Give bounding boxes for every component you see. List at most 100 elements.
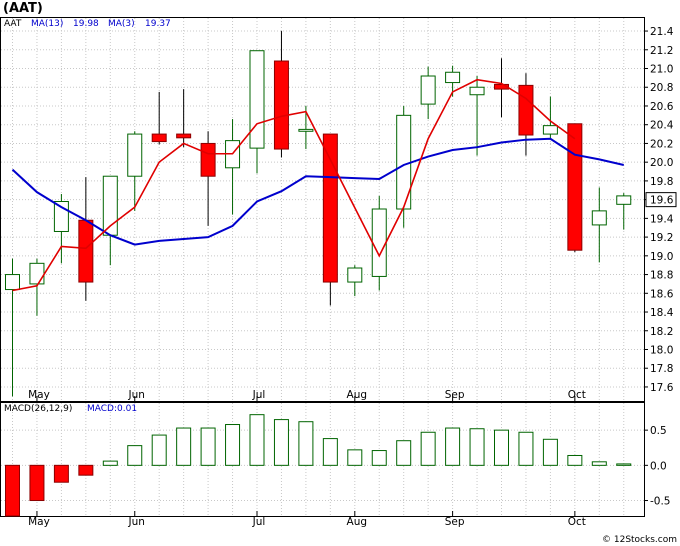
candle-up [445,71,461,84]
month-label: Jul [252,389,266,401]
month-label: Sep [445,389,465,401]
candle-down [567,123,583,251]
candle-up [29,262,45,285]
macd-bar-positive [445,427,461,466]
price-tick-label: 21.2 [650,45,673,57]
candle-down [273,60,289,150]
price-tick-label: 19.8 [650,176,673,188]
candle-up [542,125,558,135]
candle-up [298,128,314,132]
legend-ma13-value: 19.98 [73,19,99,29]
macd-legend-value: MACD:0.01 [87,404,137,414]
price-tick-label: 18.4 [650,307,674,319]
price-tick-label: 20.6 [650,101,674,113]
macd-bar-positive [371,450,387,466]
last-price-label: 19.6 [650,195,674,207]
candle-down [518,84,534,136]
macd-tick-label: 0.5 [650,425,667,437]
ma3-line [12,78,576,292]
price-tick-label: 19.2 [650,232,673,244]
macd-bar-positive [616,463,632,466]
macd-bar-positive [322,438,338,466]
candle-down [151,133,167,143]
price-panel [0,17,645,402]
macd-month-label: Jul [252,516,266,528]
macd-bar-positive [249,414,265,466]
macd-bar-positive [151,434,167,466]
price-tick-label: 18.2 [650,326,673,338]
legend-ma3-name: MA(3) [108,19,135,29]
candle-up [347,267,363,283]
month-label: Jun [128,389,145,401]
month-label: Oct [568,389,586,401]
price-tick-label: 21.0 [650,64,673,76]
macd-bar-positive [469,428,485,466]
macd-bar-positive [347,449,363,466]
price-legend: AAT MA(13) 19.98 MA(3) 19.37 [4,19,171,29]
macd-bars [5,414,632,517]
macd-bar-positive [567,454,583,466]
macd-month-label: Jun [128,516,145,528]
macd-bar-positive [420,431,436,466]
price-tick-label: 20.8 [650,82,673,94]
candle-up [420,75,436,105]
macd-bar-positive [176,427,192,466]
macd-y-axis: 0.5 0.0 -0.5 [644,425,671,508]
price-tick-label: 18.6 [650,288,674,300]
price-x-axis: May Jun Jul Aug Sep Oct [28,389,586,401]
macd-bar-negative [5,464,20,517]
macd-month-label: Aug [347,516,368,528]
macd-bar-positive [102,460,118,466]
macd-bar-positive [591,461,607,466]
price-tick-label: 20.0 [650,157,673,169]
macd-month-label: Oct [568,516,586,528]
candle-down [176,133,192,139]
macd-bar-negative [53,464,69,483]
price-tick-label: 17.8 [650,363,673,375]
candle-up [469,86,485,96]
credit-text: © 12Stocks.com [602,535,677,545]
macd-bar-positive [298,421,314,466]
legend-series-name: AAT [4,19,22,29]
macd-x-axis: May Jun Jul Aug Sep Oct [28,511,586,528]
macd-tick-label: -0.5 [650,496,671,508]
macd-bar-positive [273,419,289,466]
month-label: May [28,389,50,401]
macd-panel [0,402,645,517]
macd-bar-negative [78,464,94,476]
macd-bar-positive [200,427,216,466]
macd-month-label: May [28,516,50,528]
price-tick-label: 17.6 [650,382,674,394]
price-tick-label: 20.2 [650,138,673,150]
macd-bar-positive [542,438,558,466]
candle-up [371,208,387,277]
price-y-axis: 17.6 17.8 18.0 18.2 18.4 18.6 18.8 19.0 19.2 19.4… [644,26,677,394]
candle-up [5,274,20,291]
macd-bar-positive [225,424,241,466]
last-price-box [645,192,677,208]
legend-ma13-name: MA(13) [31,19,63,29]
price-tick-label: 21.4 [650,26,674,38]
legend-ma3-value: 19.37 [145,19,171,29]
candle-up [249,50,265,149]
candle-down [322,133,338,283]
ma13-line [11,137,624,246]
macd-bar-positive [494,429,509,466]
ticker-title: (AAT) [3,1,43,16]
moving-averages [11,78,624,292]
macd-tick-label: 0.0 [650,460,667,472]
macd-bar-negative [29,464,45,502]
price-tick-label: 19.4 [650,213,674,225]
month-label: Aug [347,389,368,401]
price-tick-label: 18.0 [650,344,673,356]
macd-bar-positive [127,445,143,466]
candle-up [591,210,607,226]
price-tick-label: 19.0 [650,251,673,263]
macd-month-label: Sep [445,516,465,528]
candle-up [127,133,143,177]
macd-legend-name: MACD(26,12,9) [4,404,72,414]
candle-down [78,219,94,283]
macd-bar-positive [518,431,534,466]
candle-up [616,195,632,205]
